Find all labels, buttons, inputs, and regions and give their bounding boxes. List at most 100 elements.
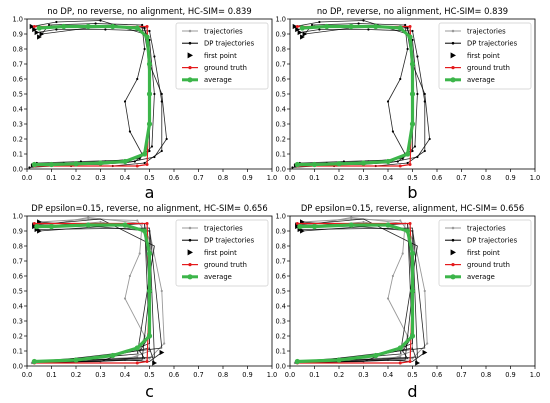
legend: trajectories DP trajectories first point gr…: [175, 22, 269, 90]
dp-trajectories-line: [36, 26, 146, 164]
average-point: [144, 34, 150, 40]
first-point-marker: [29, 23, 35, 30]
y-tick-label: 0.1: [276, 150, 287, 158]
legend-entry-label: ground truth: [204, 261, 247, 269]
y-tick-label: 1.0: [13, 212, 24, 220]
average-point: [31, 358, 37, 365]
x-tick-label: 0.0: [22, 174, 33, 182]
x-tick-label: 1.0: [530, 174, 541, 182]
y-tick-label: 1.0: [276, 212, 287, 220]
y-tick-label: 0.5: [13, 287, 24, 295]
y-tick-label: 0.2: [13, 332, 24, 340]
legend: trajectories DP trajectories first point gr…: [175, 219, 269, 287]
dp-trajectories-line: [294, 218, 418, 364]
trajectories-point: [386, 297, 390, 300]
first-point-marker: [415, 360, 420, 366]
legend-key-average-dot: [450, 77, 456, 83]
x-tick-label: 1.0: [267, 174, 278, 182]
ground-truth-point: [408, 25, 412, 28]
legend-entry-label: ground truth: [204, 64, 247, 72]
y-tick-label: 0.7: [13, 60, 24, 68]
legend-key-trajectories-dot: [451, 226, 455, 230]
x-tick-label: 0.9: [505, 371, 516, 379]
average-line: [297, 223, 415, 364]
y-tick-label: 0.6: [276, 272, 287, 280]
dp-trajectories-point: [413, 145, 417, 148]
x-tick-label: 0.0: [285, 371, 296, 379]
panel-label: a: [145, 183, 155, 202]
y-tick-label: 0.9: [276, 227, 287, 235]
average-point: [360, 160, 367, 166]
average-point: [142, 228, 148, 234]
legend-key-dp-trajectories-dot: [451, 238, 455, 242]
x-tick-label: 0.0: [22, 371, 33, 379]
legend-key-trajectories-dot: [451, 29, 455, 33]
y-tick-label: 0.9: [13, 227, 24, 235]
legend-key-ground-truth-dot: [451, 66, 455, 70]
first-point-marker: [295, 26, 300, 33]
legend-box: [175, 219, 269, 287]
dp-trajectories-line: [299, 335, 413, 362]
y-tick-label: 0.4: [276, 105, 287, 113]
trajectories-point: [123, 297, 127, 300]
legend-entry-label: trajectories: [204, 27, 243, 35]
trajectories-point: [163, 342, 166, 345]
ground-truth-point: [145, 222, 149, 225]
y-tick-label: 0.1: [13, 150, 24, 158]
legend-entry-label: trajectories: [467, 224, 506, 232]
x-tick-label: 0.1: [309, 174, 320, 182]
x-tick-label: 0.8: [481, 174, 492, 182]
average-point: [146, 61, 153, 67]
x-tick-label: 0.5: [144, 371, 155, 379]
dp-trajectories-point: [401, 157, 404, 160]
ground-truth-point: [398, 164, 402, 168]
dp-trajectories-point: [423, 149, 426, 153]
first-point-marker: [159, 349, 165, 356]
x-tick-label: 0.3: [358, 371, 369, 379]
trajectories-point: [128, 274, 131, 278]
average-point: [122, 222, 128, 228]
x-tick-label: 0.0: [285, 174, 296, 182]
legend-key-ground-truth-dot: [451, 263, 455, 267]
x-tick-label: 0.9: [242, 371, 253, 379]
y-tick-label: 0.0: [13, 362, 24, 370]
average-point: [385, 158, 391, 165]
x-tick-label: 0.8: [481, 371, 492, 379]
average-point: [31, 161, 37, 168]
dp-trajectories-point: [399, 77, 402, 81]
y-tick-label: 0.4: [13, 105, 24, 113]
chart-title: no DP, reverse, no alignment, HC-SIM= 0.…: [317, 6, 508, 16]
x-tick-label: 0.6: [169, 174, 180, 182]
dp-trajectories-point: [423, 92, 426, 96]
trajectories-point: [99, 220, 102, 224]
x-tick-label: 0.4: [383, 174, 394, 182]
trajectories-point: [350, 216, 353, 219]
x-tick-label: 0.3: [95, 174, 106, 182]
dp-trajectories-line: [31, 223, 150, 364]
first-point-marker: [32, 26, 37, 33]
ground-truth-point: [408, 360, 412, 363]
dp-trajectories-line: [294, 26, 413, 167]
first-point-marker: [302, 31, 308, 37]
y-tick-label: 0.4: [13, 302, 24, 310]
dp-trajectories-point: [428, 137, 431, 141]
y-tick-label: 0.8: [13, 242, 24, 250]
dp-trajectories-point: [160, 149, 163, 153]
average-point: [409, 288, 416, 294]
dp-trajectories-point: [318, 20, 321, 24]
average-point: [294, 161, 300, 168]
dp-trajectories-point: [153, 155, 156, 159]
first-point-marker: [300, 34, 305, 40]
ground-truth-point: [145, 163, 149, 166]
average-point: [34, 223, 40, 230]
average-point: [397, 345, 403, 351]
legend-entry-label: DP trajectories: [204, 40, 255, 48]
dp-trajectories-point: [411, 149, 414, 153]
y-tick-label: 0.3: [276, 317, 287, 325]
dp-trajectories-line: [31, 347, 155, 364]
y-tick-label: 1.0: [13, 15, 24, 23]
x-tick-label: 0.5: [407, 174, 418, 182]
first-point-marker: [297, 29, 303, 36]
average-point: [97, 160, 104, 166]
average-point: [146, 121, 153, 127]
